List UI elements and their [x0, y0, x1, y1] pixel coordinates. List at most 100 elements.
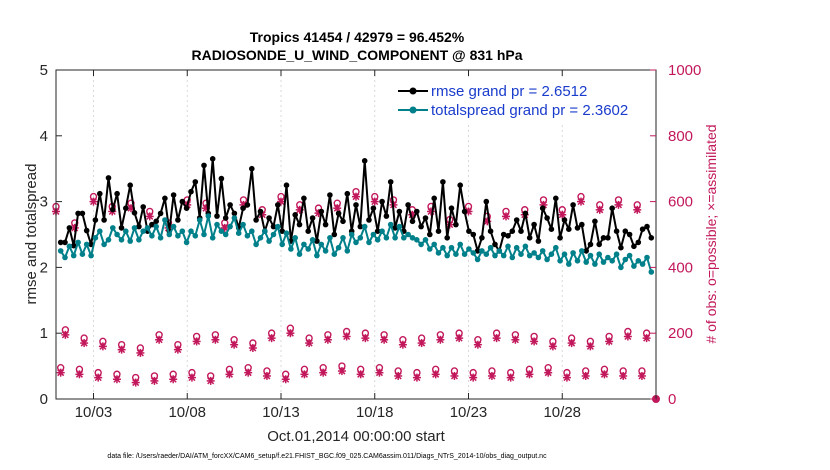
- spread-point: [435, 250, 442, 256]
- rmse-point: [440, 179, 446, 185]
- spread-point: [592, 261, 598, 267]
- obs-assimilated-marker: [89, 197, 98, 206]
- spread-point: [431, 241, 438, 248]
- spread-point: [483, 251, 490, 257]
- rmse-point: [266, 215, 272, 221]
- rmse-point: [609, 205, 615, 211]
- y2-tick-label: 800: [668, 128, 693, 145]
- rmse-point: [366, 217, 372, 223]
- spread-point: [318, 241, 325, 248]
- spread-point: [579, 248, 585, 254]
- rmse-point: [244, 202, 251, 208]
- obs-assimilated-marker: [136, 348, 145, 357]
- spread-point: [279, 241, 286, 248]
- spread-point: [596, 251, 602, 257]
- spread-point: [162, 217, 168, 223]
- spread-point: [401, 235, 407, 241]
- obs-assimilated-marker: [281, 375, 290, 384]
- spread-point: [487, 244, 494, 251]
- obs-assimilated-marker: [473, 340, 482, 349]
- spread-point: [136, 237, 142, 243]
- x-tick-label: 10/13: [262, 404, 300, 421]
- obs-assimilated-marker: [562, 373, 571, 382]
- rmse-point: [453, 221, 459, 228]
- obs-assimilated-marker: [286, 329, 295, 338]
- spread-point: [496, 248, 503, 254]
- spread-point: [157, 235, 164, 241]
- rmse-point: [83, 227, 90, 234]
- rmse-point: [505, 233, 511, 239]
- rmse-point: [414, 208, 420, 215]
- rmse-point: [526, 235, 533, 241]
- spread-point: [622, 256, 629, 263]
- rmse-point: [592, 218, 598, 225]
- obs-assimilated-marker: [637, 371, 646, 380]
- spread-point: [648, 269, 655, 275]
- rmse-point: [279, 228, 286, 234]
- rmse-point: [518, 228, 524, 234]
- rmse-point: [66, 225, 73, 231]
- obs-assimilated-marker: [436, 335, 445, 344]
- rmse-point: [444, 235, 451, 241]
- spread-point: [70, 252, 77, 259]
- spread-point: [257, 235, 264, 241]
- rmse-point: [492, 241, 498, 248]
- rmse-point: [335, 210, 342, 217]
- spread-point: [88, 252, 94, 259]
- spread-point: [409, 235, 416, 241]
- rmse-point: [618, 244, 624, 251]
- rmse-point: [314, 238, 320, 244]
- rmse-point: [183, 205, 190, 211]
- spread-point: [548, 251, 555, 257]
- rmse-point: [479, 235, 485, 241]
- spread-point: [644, 254, 650, 261]
- spread-point: [392, 235, 398, 241]
- obs-assimilated-marker: [548, 342, 557, 351]
- spread-point: [97, 228, 103, 234]
- spread-point: [500, 252, 507, 259]
- chart-title: Tropics 41454 / 42979 = 96.452%: [250, 29, 465, 45]
- spread-point: [262, 228, 268, 234]
- spread-point: [600, 259, 607, 265]
- spread-point: [335, 244, 342, 251]
- spread-point: [179, 228, 186, 234]
- rmse-point: [539, 205, 546, 211]
- spread-point: [492, 252, 498, 259]
- obs-assimilated-marker: [380, 335, 389, 344]
- tick-labels: 0 1 2 3 4 5 0 200 400 600 800 1000 10/03 10/08 10/13 10…: [40, 62, 702, 421]
- rmse-point: [127, 182, 133, 188]
- obs-assimilated-marker: [61, 330, 70, 339]
- rmse-point: [101, 217, 107, 223]
- obs-assimilated-marker: [586, 342, 595, 351]
- legend-rmse-label: rmse grand pr = 2.6512: [431, 83, 587, 100]
- obs-assimilated-marker: [642, 334, 651, 343]
- rmse-point: [110, 206, 116, 213]
- rmse-point: [275, 202, 281, 208]
- rmse-point: [644, 223, 650, 230]
- rmse-point: [327, 192, 333, 198]
- rmse-point: [631, 243, 637, 250]
- rmse-point: [249, 165, 255, 172]
- rmse-point: [466, 228, 472, 234]
- footnote: data file: /Users/raeder/DAI/ATM_forcXX/…: [107, 453, 547, 460]
- rmse-point: [340, 218, 346, 225]
- rmse-point: [218, 175, 225, 182]
- obs-assimilated-marker: [244, 368, 253, 377]
- rmse-point: [322, 221, 329, 228]
- rmse-point: [422, 215, 429, 221]
- spread-point: [474, 256, 481, 263]
- rmse-point: [153, 218, 159, 225]
- obs-assimilated-marker: [370, 197, 379, 206]
- spread-point: [361, 223, 368, 230]
- rmse-point: [175, 217, 181, 223]
- rmse-point: [240, 205, 246, 211]
- rmse-point: [531, 221, 537, 228]
- y2-tick-label: 0: [668, 391, 676, 408]
- rmse-point: [123, 205, 129, 211]
- rmse-point: [157, 210, 164, 217]
- rmse-point: [435, 228, 442, 234]
- rmse-point: [474, 248, 481, 254]
- spread-point: [244, 233, 251, 239]
- spread-point: [166, 231, 173, 238]
